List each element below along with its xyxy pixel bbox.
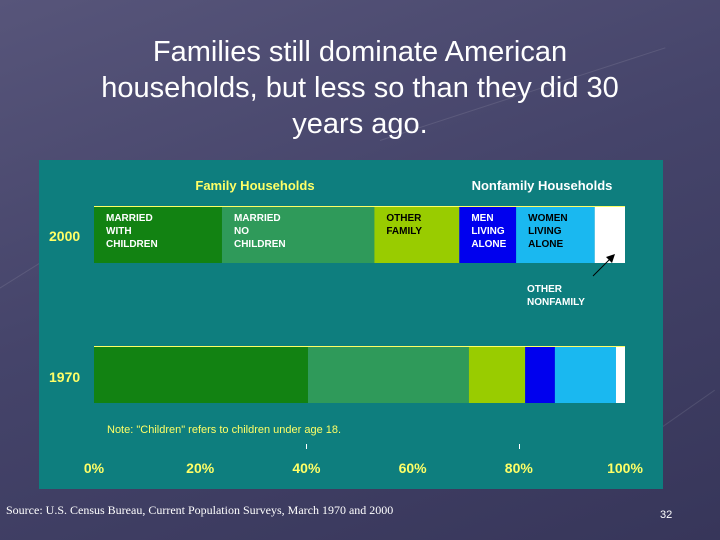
segment-label-married_with_children: MARRIED [106, 213, 153, 224]
bar-segment-married_with_children-2000 [94, 207, 222, 263]
bar-segment-other_nonfamily-2000 [594, 207, 625, 263]
bar-segment-women_living_alone-1970 [554, 347, 616, 403]
segment-label-married_with_children: CHILDREN [106, 239, 158, 250]
x-tick-label: 80% [505, 460, 534, 476]
chart-panel: Family Households Nonfamily Households 2… [39, 160, 663, 489]
bar-segment-men_living_alone-1970 [525, 347, 555, 403]
x-tick-label: 100% [607, 460, 643, 476]
callout-label-other-nonfamily: OTHER [527, 284, 563, 295]
callout-label-other-nonfamily: NONFAMILY [527, 297, 585, 308]
category-label-1970: 1970 [49, 369, 80, 385]
segment-label-women_living_alone: WOMEN [528, 213, 567, 224]
segment-label-men_living_alone: ALONE [471, 239, 506, 250]
segment-label-married_no_children: MARRIED [234, 213, 281, 224]
slide-title: Families still dominate American househo… [40, 34, 680, 142]
nonfamily-households-header: Nonfamily Households [472, 178, 613, 193]
household-composition-chart: Family Households Nonfamily Households 2… [49, 178, 643, 476]
slide-title-line: households, but less so than they did 30 [101, 72, 619, 104]
segment-label-other_family: OTHER [386, 213, 422, 224]
segment-label-men_living_alone: MEN [471, 213, 493, 224]
bar-segment-married_no_children-1970 [307, 347, 469, 403]
segment-label-married_with_children: WITH [106, 226, 132, 237]
bar-segment-men_living_alone-2000 [459, 207, 517, 263]
slide-title-line: years ago. [292, 108, 428, 140]
bar-segment-other_family-1970 [468, 347, 526, 403]
segment-label-other_family: FAMILY [386, 226, 422, 237]
bar-segment-married_no_children-2000 [221, 207, 375, 263]
segment-label-women_living_alone: ALONE [528, 239, 563, 250]
source-citation: Source: U.S. Census Bureau, Current Popu… [6, 503, 394, 517]
bar-row-border [94, 206, 625, 207]
note-text: Note: "Children" refers to children unde… [107, 424, 341, 436]
x-tick-label: 60% [399, 460, 428, 476]
callout-arrow-head [606, 254, 615, 263]
bar-segment-other_family-2000 [374, 207, 460, 263]
segment-label-married_no_children: CHILDREN [234, 239, 286, 250]
x-tick-label: 40% [292, 460, 321, 476]
axis-tick-mark [306, 444, 307, 449]
x-tick-label: 20% [186, 460, 215, 476]
bar-segment-women_living_alone-2000 [516, 207, 595, 263]
bar-row-border [94, 346, 625, 347]
bar-segment-other_nonfamily-1970 [615, 347, 625, 403]
x-tick-label: 0% [84, 460, 105, 476]
slide-title-line: Families still dominate American [152, 36, 568, 68]
family-households-header: Family Households [195, 178, 314, 193]
axis-tick-mark [519, 444, 520, 449]
segment-label-married_no_children: NO [234, 226, 249, 237]
page-number: 32 [660, 509, 673, 521]
category-label-2000: 2000 [49, 228, 80, 244]
segment-label-men_living_alone: LIVING [471, 226, 505, 237]
bar-segment-married_with_children-1970 [94, 347, 308, 403]
segment-label-women_living_alone: LIVING [528, 226, 562, 237]
